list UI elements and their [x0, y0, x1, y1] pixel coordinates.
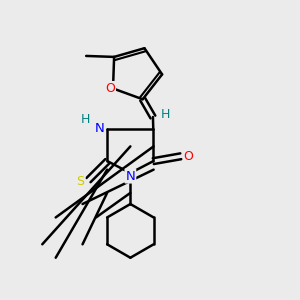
Text: H: H: [81, 113, 91, 126]
Text: O: O: [105, 82, 115, 95]
Text: H: H: [161, 108, 170, 121]
Text: O: O: [184, 150, 194, 163]
Text: N: N: [95, 122, 104, 135]
Text: N: N: [125, 169, 135, 182]
Text: S: S: [76, 175, 85, 188]
